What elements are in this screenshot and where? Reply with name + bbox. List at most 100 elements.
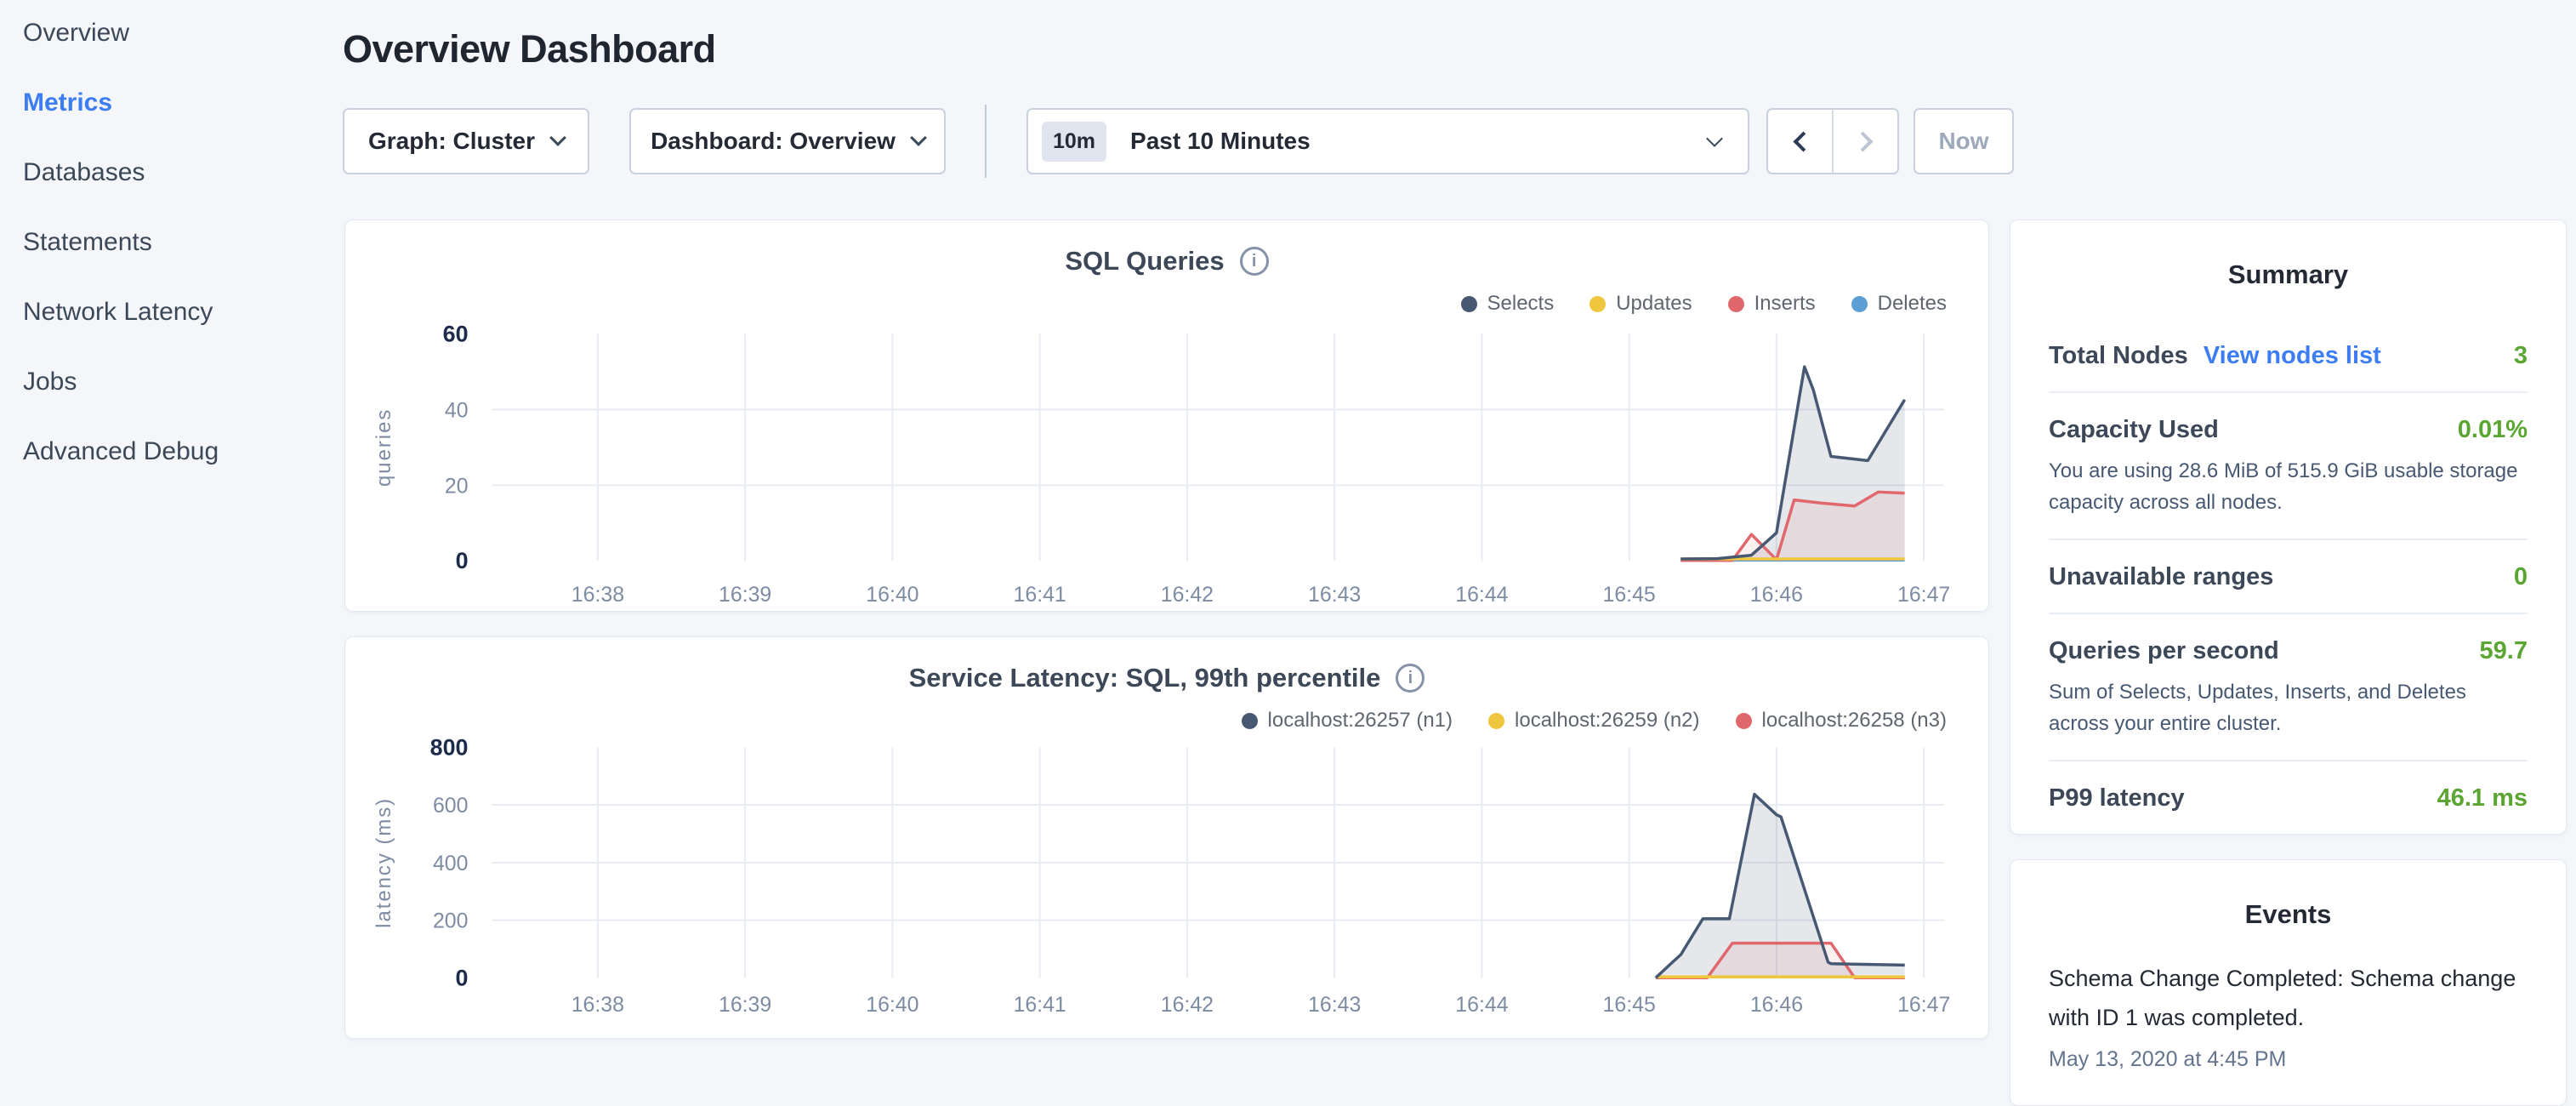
chevron-down-icon [1706, 130, 1723, 147]
toolbar-divider [985, 105, 987, 178]
legend-label: Deletes [1878, 292, 1947, 316]
summary-row-label: Queries per second [2049, 637, 2279, 665]
sidebar-item-network-latency[interactable]: Network Latency [23, 299, 333, 325]
chevron-right-icon [1852, 131, 1873, 151]
sql-queries-chart-card: SQL Queries i Selects Updates Inserts De… [344, 219, 1989, 612]
svg-text:latency (ms): latency (ms) [372, 797, 395, 928]
svg-text:16:45: 16:45 [1603, 583, 1656, 607]
svg-text:16:47: 16:47 [1897, 993, 1950, 1017]
legend-item-node3[interactable]: localhost:26258 (n3) [1736, 709, 1947, 733]
svg-text:0: 0 [456, 548, 469, 573]
sidebar-item-databases[interactable]: Databases [23, 160, 333, 185]
svg-text:400: 400 [433, 852, 469, 875]
chevron-down-icon [549, 129, 566, 146]
legend-item-selects[interactable]: Selects [1461, 292, 1555, 316]
svg-text:200: 200 [433, 909, 469, 933]
event-list-item[interactable]: Schema Change Completed: Schema change w… [2049, 959, 2528, 1072]
svg-text:800: 800 [430, 734, 469, 760]
svg-text:16:42: 16:42 [1161, 583, 1214, 607]
summary-row-p99-latency: P99 latency 46.1 ms [2049, 761, 2528, 834]
svg-text:16:43: 16:43 [1308, 993, 1361, 1017]
graph-scope-dropdown[interactable]: Graph: Cluster [343, 108, 589, 174]
chart-legend: localhost:26257 (n1) localhost:26259 (n2… [1242, 709, 1947, 733]
time-range-selector[interactable]: 10m Past 10 Minutes [1026, 108, 1749, 174]
info-icon[interactable]: i [1240, 247, 1269, 276]
svg-text:16:45: 16:45 [1603, 993, 1656, 1017]
legend-item-inserts[interactable]: Inserts [1728, 292, 1816, 316]
summary-row-value: 0 [2514, 563, 2528, 591]
legend-dot-icon [1851, 296, 1868, 312]
svg-text:0: 0 [456, 965, 469, 990]
sidebar-item-advanced-debug[interactable]: Advanced Debug [23, 439, 333, 465]
graph-scope-dropdown-label: Graph: Cluster [368, 128, 535, 155]
svg-text:16:38: 16:38 [571, 583, 624, 607]
time-range-label: Past 10 Minutes [1130, 128, 1685, 155]
svg-text:16:39: 16:39 [719, 993, 771, 1017]
summary-panel: Summary Total Nodes View nodes list 3 Ca… [2010, 219, 2567, 835]
svg-text:16:41: 16:41 [1014, 993, 1066, 1017]
service-latency-chart-card: Service Latency: SQL, 99th percentile i … [344, 636, 1989, 1039]
summary-row-description: Sum of Selects, Updates, Inserts, and De… [2049, 676, 2528, 739]
view-nodes-list-link[interactable]: View nodes list [2204, 342, 2381, 370]
info-icon[interactable]: i [1396, 664, 1424, 693]
legend-label: localhost:26258 (n3) [1762, 709, 1947, 733]
chart-title: SQL Queries [1065, 246, 1224, 276]
legend-dot-icon [1728, 296, 1744, 312]
summary-row-value: 0.01% [2458, 416, 2528, 444]
svg-text:600: 600 [433, 794, 469, 818]
summary-title: Summary [2049, 259, 2528, 290]
sidebar-item-jobs[interactable]: Jobs [23, 369, 333, 395]
sidebar-item-overview[interactable]: Overview [23, 20, 333, 46]
summary-row-value: 46.1 ms [2437, 784, 2528, 812]
svg-text:16:44: 16:44 [1455, 583, 1508, 607]
summary-row-total-nodes: Total Nodes View nodes list 3 [2049, 319, 2528, 391]
event-text: Schema Change Completed: Schema change w… [2049, 959, 2528, 1037]
legend-label: Updates [1616, 292, 1692, 316]
svg-text:16:40: 16:40 [866, 583, 918, 607]
svg-text:16:46: 16:46 [1750, 993, 1803, 1017]
legend-label: localhost:26257 (n1) [1268, 709, 1453, 733]
service-latency-chart: 16:3816:3916:4016:4116:4216:4316:4416:45… [345, 637, 1988, 1038]
dashboard-dropdown[interactable]: Dashboard: Overview [629, 108, 946, 174]
event-timestamp: May 13, 2020 at 4:45 PM [2049, 1047, 2528, 1072]
legend-dot-icon [1589, 296, 1606, 312]
svg-text:16:41: 16:41 [1014, 583, 1066, 607]
svg-text:16:47: 16:47 [1897, 583, 1950, 607]
svg-text:16:39: 16:39 [719, 583, 771, 607]
summary-row-unavailable-ranges: Unavailable ranges 0 [2049, 540, 2528, 613]
svg-text:queries: queries [372, 408, 395, 487]
svg-text:60: 60 [443, 321, 469, 346]
chevron-left-icon [1793, 131, 1813, 151]
sidebar: Overview Metrics Databases Statements Ne… [0, 0, 333, 1052]
time-step-back-button[interactable] [1768, 110, 1834, 173]
time-step-forward-button[interactable] [1834, 110, 1897, 173]
time-step-buttons [1766, 108, 1899, 174]
legend-item-node2[interactable]: localhost:26259 (n2) [1488, 709, 1699, 733]
events-panel: Events Schema Change Completed: Schema c… [2010, 859, 2567, 1106]
legend-dot-icon [1461, 296, 1477, 312]
svg-text:16:44: 16:44 [1455, 993, 1508, 1017]
summary-row-label: Total Nodes [2049, 342, 2188, 370]
summary-row-label: Unavailable ranges [2049, 563, 2273, 591]
summary-row-description: You are using 28.6 MiB of 515.9 GiB usab… [2049, 455, 2528, 518]
legend-dot-icon [1242, 713, 1258, 729]
time-range-badge: 10m [1042, 122, 1106, 162]
events-title: Events [2049, 899, 2528, 930]
legend-label: localhost:26259 (n2) [1515, 709, 1699, 733]
legend-item-updates[interactable]: Updates [1589, 292, 1692, 316]
sql-queries-chart: 16:38 16:39 16:40 16:41 16:42 16:43 16:44 16:45… [345, 220, 1988, 611]
legend-label: Inserts [1754, 292, 1816, 316]
legend-item-deletes[interactable]: Deletes [1851, 292, 1947, 316]
sidebar-item-statements[interactable]: Statements [23, 230, 333, 255]
chart-legend: Selects Updates Inserts Deletes [1461, 292, 1948, 316]
summary-row-value: 3 [2514, 342, 2528, 370]
svg-text:16:43: 16:43 [1308, 583, 1361, 607]
sidebar-item-metrics[interactable]: Metrics [23, 90, 333, 116]
page-title: Overview Dashboard [343, 27, 716, 71]
legend-dot-icon [1736, 713, 1752, 729]
dashboard-dropdown-label: Dashboard: Overview [651, 128, 896, 155]
legend-item-node1[interactable]: localhost:26257 (n1) [1242, 709, 1453, 733]
legend-label: Selects [1487, 292, 1555, 316]
now-button[interactable]: Now [1914, 108, 2014, 174]
summary-row-value: 59.7 [2480, 637, 2528, 665]
